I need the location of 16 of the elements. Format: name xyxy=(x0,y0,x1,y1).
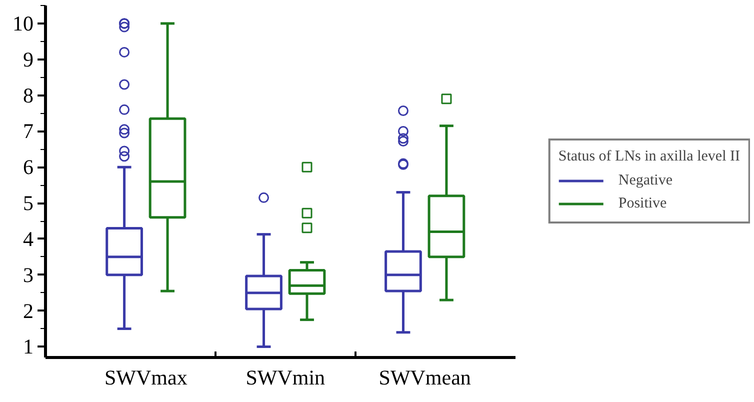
y-tick-label: 8 xyxy=(23,83,34,108)
y-tick-label: 2 xyxy=(23,298,34,323)
y-tick-label: 4 xyxy=(23,226,34,251)
legend-title: Status of LNs in axilla level II xyxy=(558,148,740,166)
x-tick-label: SWVmin xyxy=(246,366,326,390)
y-tick-label: 10 xyxy=(12,11,34,36)
x-tick-label: SWVmax xyxy=(104,366,188,390)
y-tick-label: 6 xyxy=(23,155,34,180)
y-tick-label: 7 xyxy=(23,119,34,144)
y-tick-label: 5 xyxy=(23,191,34,216)
y-tick-label: 1 xyxy=(23,334,34,359)
legend-label: Negative xyxy=(618,172,672,189)
y-tick-label: 9 xyxy=(23,47,34,72)
x-tick-label: SWVmean xyxy=(378,366,472,390)
y-tick-label: 3 xyxy=(23,262,34,287)
legend-label: Positive xyxy=(618,195,667,212)
